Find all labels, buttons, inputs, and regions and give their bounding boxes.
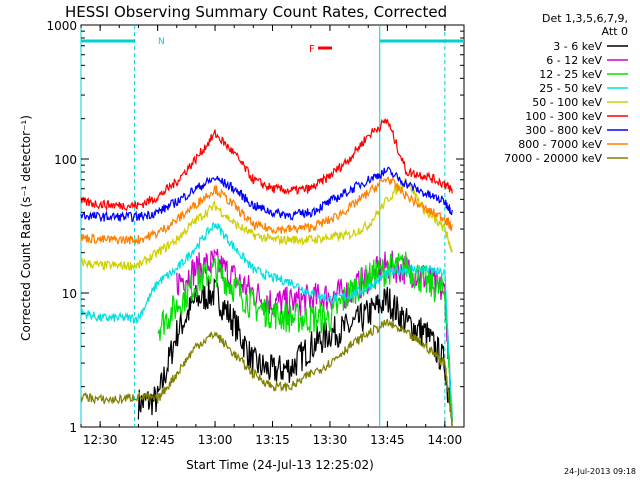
x-tick-label: 12:45 <box>140 433 175 447</box>
chart-title: HESSI Observing Summary Count Rates, Cor… <box>65 3 447 21</box>
y-axis-label: Corrected Count Rate (s⁻¹ detector⁻¹) <box>19 115 33 341</box>
x-tick-label: 14:00 <box>428 433 463 447</box>
series-line-5 <box>80 177 453 272</box>
y-tick-label: 10 <box>62 287 77 301</box>
legend-label-9: 7000 - 20000 keV <box>504 152 602 165</box>
legend-label-6: 100 - 300 keV <box>525 110 602 123</box>
series-line-6 <box>80 117 453 212</box>
legend-header-line1: Det 1,3,5,6,7,9, <box>542 12 628 25</box>
x-tick-label: 12:30 <box>83 433 118 447</box>
x-tick-label: 13:45 <box>370 433 405 447</box>
series-line-3 <box>157 251 453 428</box>
y-tick-label: 1000 <box>46 19 77 33</box>
legend-label-4: 25 - 50 keV <box>539 82 602 95</box>
legend-label-2: 6 - 12 keV <box>546 54 602 67</box>
series-line-4 <box>80 221 453 420</box>
series-line-7 <box>80 166 453 222</box>
legend-label-5: 50 - 100 keV <box>532 96 602 109</box>
flare-flag-label: F <box>309 44 315 55</box>
series-line-9 <box>80 318 453 427</box>
y-tick-label: 1 <box>69 421 77 435</box>
legend-label-1: 3 - 6 keV <box>553 40 602 53</box>
x-tick-label: 13:00 <box>198 433 233 447</box>
legend-label-8: 800 - 7000 keV <box>518 138 602 151</box>
series-line-8 <box>80 176 453 246</box>
legend-header-line2: Att 0 <box>602 25 628 38</box>
x-tick-label: 13:15 <box>255 433 290 447</box>
y-tick-label: 100 <box>54 153 77 167</box>
night-flag-label: N <box>158 37 165 47</box>
x-tick-label: 13:30 <box>313 433 348 447</box>
legend-label-3: 12 - 25 keV <box>539 68 602 81</box>
timestamp: 24-Jul-2013 09:18 <box>564 467 636 476</box>
legend-label-7: 300 - 800 keV <box>525 124 602 137</box>
x-axis-label: Start Time (24-Jul-13 12:25:02) <box>186 458 374 472</box>
